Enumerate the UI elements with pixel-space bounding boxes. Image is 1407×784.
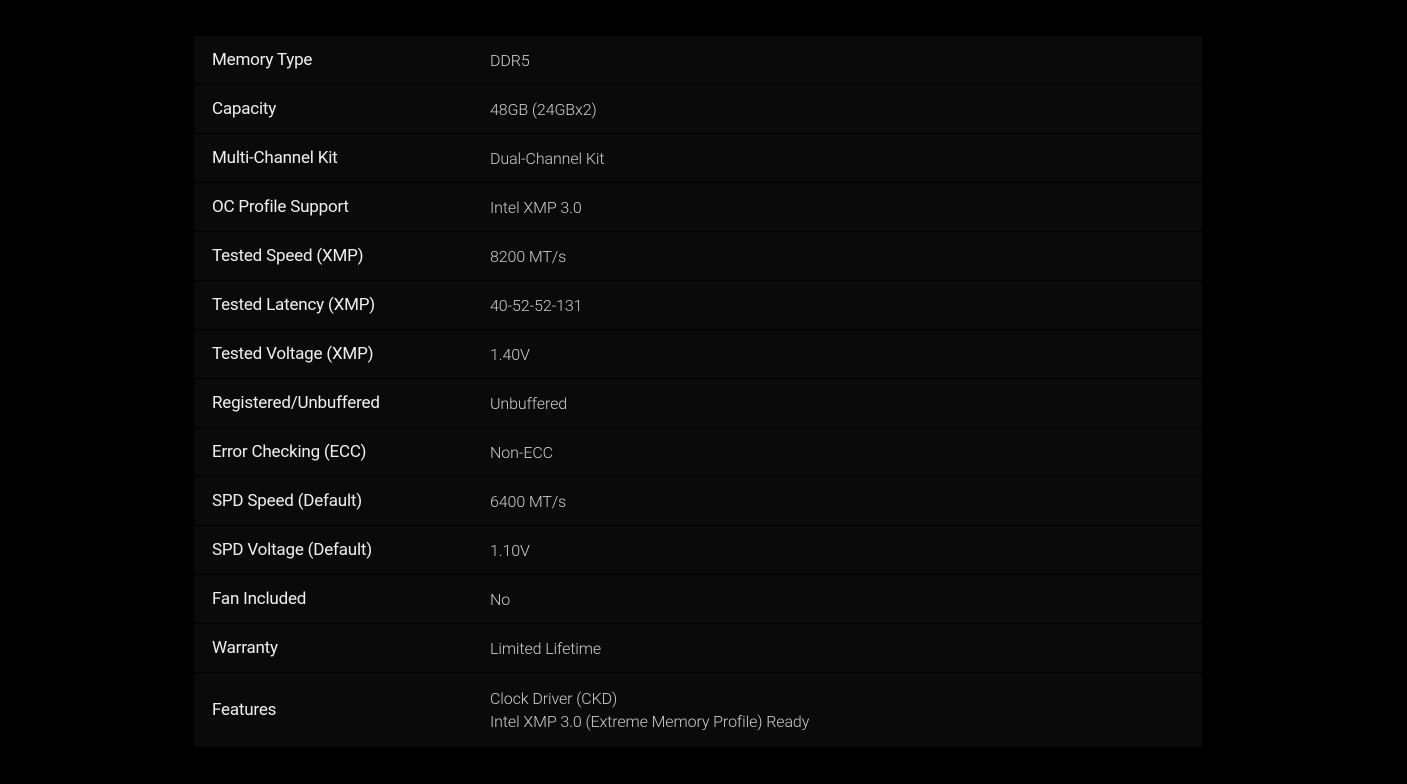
spec-row: Features Clock Driver (CKD) Intel XMP 3.… <box>194 673 1202 748</box>
spec-label: Tested Voltage (XMP) <box>194 330 490 378</box>
specs-table: Memory Type DDR5 Capacity 48GB (24GBx2) … <box>194 36 1202 748</box>
spec-label: Memory Type <box>194 36 490 84</box>
spec-row: Tested Speed (XMP) 8200 MT/s <box>194 232 1202 281</box>
spec-label: Fan Included <box>194 575 490 623</box>
spec-value: No <box>490 575 1202 623</box>
spec-label: Multi-Channel Kit <box>194 134 490 182</box>
spec-label: Capacity <box>194 85 490 133</box>
spec-label: Features <box>194 673 490 747</box>
spec-value: Unbuffered <box>490 379 1202 427</box>
spec-row: Tested Voltage (XMP) 1.40V <box>194 330 1202 379</box>
spec-label: Warranty <box>194 624 490 672</box>
spec-row: Tested Latency (XMP) 40-52-52-131 <box>194 281 1202 330</box>
spec-label: Tested Speed (XMP) <box>194 232 490 280</box>
spec-row: Fan Included No <box>194 575 1202 624</box>
spec-value: Intel XMP 3.0 <box>490 183 1202 231</box>
spec-value: Clock Driver (CKD) Intel XMP 3.0 (Extrem… <box>490 673 1202 747</box>
spec-row: Capacity 48GB (24GBx2) <box>194 85 1202 134</box>
spec-row: Registered/Unbuffered Unbuffered <box>194 379 1202 428</box>
spec-value-line: Intel XMP 3.0 (Extreme Memory Profile) R… <box>490 710 809 733</box>
spec-row: Memory Type DDR5 <box>194 36 1202 85</box>
spec-row: OC Profile Support Intel XMP 3.0 <box>194 183 1202 232</box>
spec-value: Non-ECC <box>490 428 1202 476</box>
spec-value: Limited Lifetime <box>490 624 1202 672</box>
spec-label: OC Profile Support <box>194 183 490 231</box>
spec-row: Multi-Channel Kit Dual-Channel Kit <box>194 134 1202 183</box>
spec-value-line: Clock Driver (CKD) <box>490 687 809 710</box>
spec-label: SPD Speed (Default) <box>194 477 490 525</box>
spec-value: 8200 MT/s <box>490 232 1202 280</box>
spec-value: DDR5 <box>490 36 1202 84</box>
spec-label: Registered/Unbuffered <box>194 379 490 427</box>
spec-label: SPD Voltage (Default) <box>194 526 490 574</box>
spec-row: Warranty Limited Lifetime <box>194 624 1202 673</box>
spec-row: SPD Speed (Default) 6400 MT/s <box>194 477 1202 526</box>
spec-value: 48GB (24GBx2) <box>490 85 1202 133</box>
spec-label: Error Checking (ECC) <box>194 428 490 476</box>
spec-value: 6400 MT/s <box>490 477 1202 525</box>
spec-value: 40-52-52-131 <box>490 281 1202 329</box>
spec-value: Dual-Channel Kit <box>490 134 1202 182</box>
spec-label: Tested Latency (XMP) <box>194 281 490 329</box>
spec-value: 1.10V <box>490 526 1202 574</box>
spec-row: SPD Voltage (Default) 1.10V <box>194 526 1202 575</box>
spec-value: 1.40V <box>490 330 1202 378</box>
spec-row: Error Checking (ECC) Non-ECC <box>194 428 1202 477</box>
